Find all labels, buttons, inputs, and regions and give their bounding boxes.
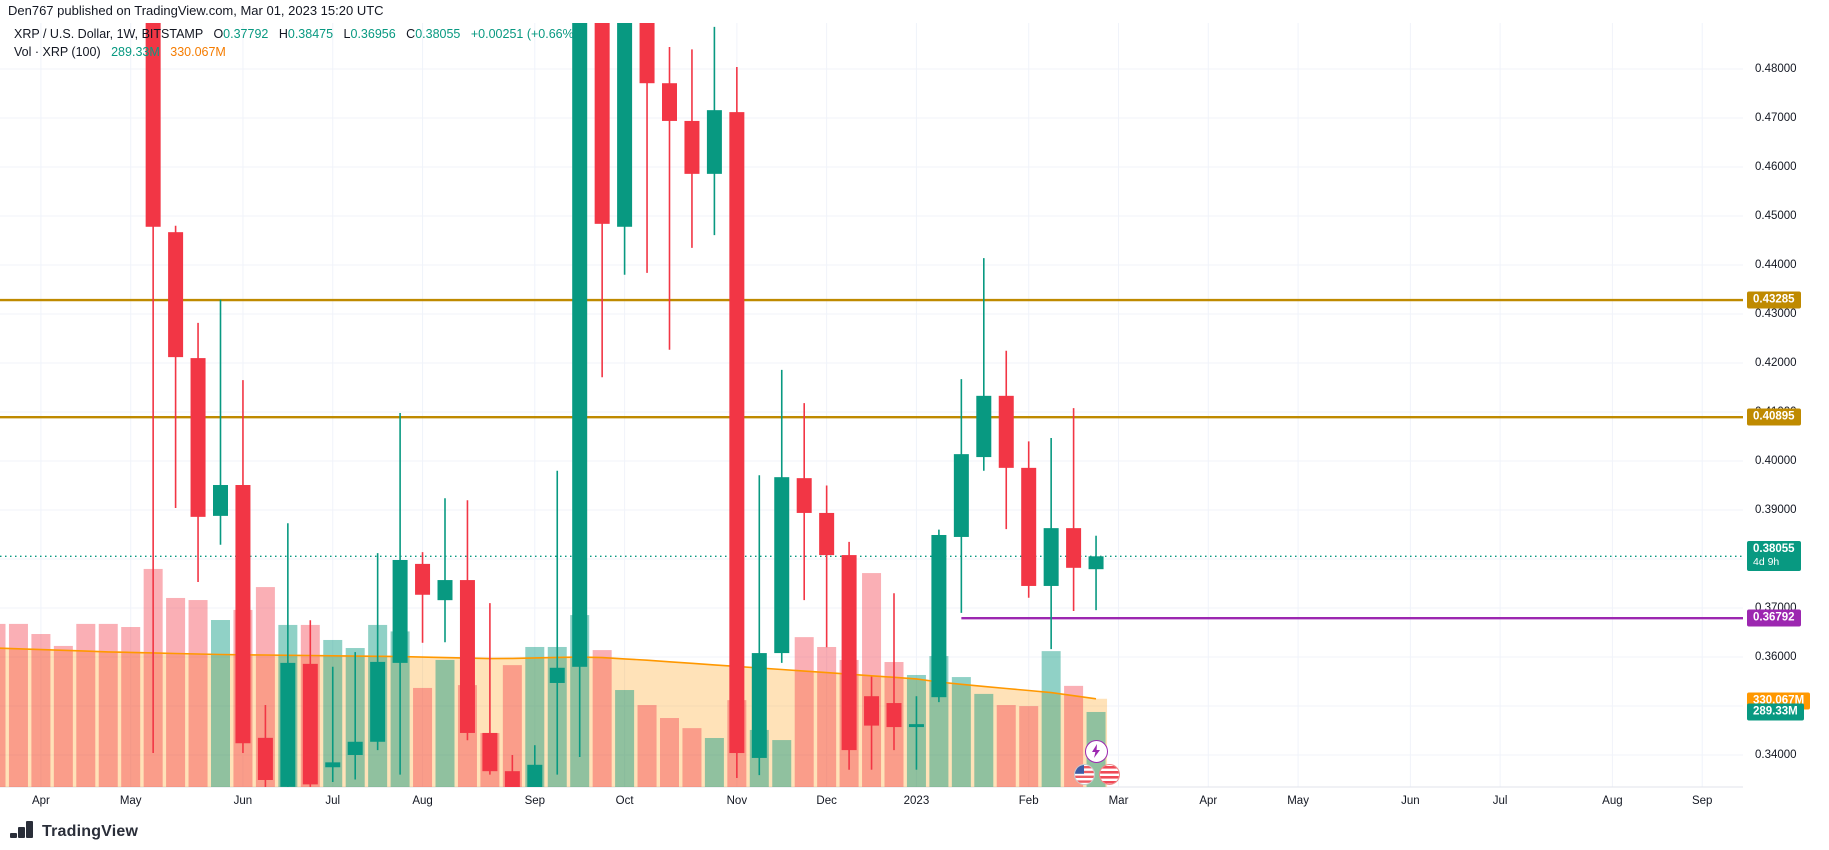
price-tick-label: 0.45000: [1755, 210, 1797, 222]
time-tick-label: Mar: [1108, 795, 1129, 807]
red-flag-event-icon[interactable]: [1099, 764, 1120, 785]
time-tick-label: Jun: [233, 795, 253, 807]
chart-legend: XRP / U.S. Dollar, 1W, BITSTAMP O0.37792…: [14, 25, 578, 61]
time-tick-label: 2023: [903, 795, 930, 807]
tradingview-logo[interactable]: TradingView: [10, 820, 138, 844]
price-tick-label: 0.43000: [1755, 308, 1797, 320]
high-value: 0.38475: [287, 27, 334, 41]
time-tick-label: Feb: [1018, 795, 1039, 807]
legend-volume-row: Vol · XRP (100) 289.33M 330.067M: [14, 43, 578, 61]
time-tick-label: Aug: [1602, 795, 1623, 807]
tradingview-logo-text: TradingView: [42, 823, 139, 840]
price-tick-label: 0.42000: [1755, 357, 1797, 369]
price-line-label: 0.36792: [1747, 609, 1801, 627]
price-line-label: 0.43285: [1747, 291, 1801, 309]
time-tick-label: Nov: [726, 795, 748, 807]
time-tick-label: Sep: [1691, 795, 1713, 807]
volume-title: Vol · XRP (100): [14, 45, 101, 59]
price-tick-label: 0.34000: [1755, 749, 1797, 761]
time-tick-label: May: [1287, 795, 1309, 807]
volume-ma-value: 330.067M: [170, 45, 226, 59]
high-label: H: [278, 27, 288, 41]
price-line-label: 0.40895: [1747, 408, 1801, 426]
time-tick-label: Oct: [615, 795, 634, 807]
change-value: +0.00251 (+0.66%): [470, 27, 578, 41]
time-tick-label: Aug: [412, 795, 433, 807]
price-tick-label: 0.47000: [1755, 112, 1797, 124]
price-tick-label: 0.36000: [1755, 651, 1797, 663]
time-tick-label: Jun: [1401, 795, 1420, 807]
volume-value: 289.33M: [111, 45, 160, 59]
time-tick-label: Jul: [1492, 795, 1508, 807]
legend-symbol-row: XRP / U.S. Dollar, 1W, BITSTAMP O0.37792…: [14, 25, 578, 43]
low-label: L: [343, 27, 351, 41]
close-value: 0.38055: [415, 27, 461, 41]
time-tick-label: Apr: [31, 795, 50, 807]
price-tick-label: 0.39000: [1755, 504, 1797, 516]
time-tick-label: Dec: [816, 795, 837, 807]
price-line-label: 0.38055 4d 9h: [1747, 541, 1801, 572]
open-label: O: [213, 27, 224, 41]
price-tick-label: 0.46000: [1755, 161, 1797, 173]
time-tick-label: Sep: [524, 795, 546, 807]
time-tick-label: Jul: [325, 795, 341, 807]
time-tick-label: Apr: [1199, 795, 1218, 807]
lightning-event-icon[interactable]: [1085, 740, 1108, 763]
price-tick-label: 0.48000: [1755, 63, 1797, 75]
attribution-text: Den767 published on TradingView.com, Mar…: [8, 3, 384, 18]
open-value: 0.37792: [223, 27, 269, 41]
tradingview-logo-icon: [10, 821, 33, 838]
low-value: 0.36956: [350, 27, 396, 41]
price-tick-label: 0.40000: [1755, 455, 1797, 467]
close-label: C: [406, 27, 416, 41]
us-flag-event-icon[interactable]: [1074, 764, 1095, 785]
symbol-title: XRP / U.S. Dollar, 1W, BITSTAMP: [14, 27, 203, 41]
price-tick-label: 0.44000: [1755, 259, 1797, 271]
time-tick-label: May: [119, 795, 142, 807]
volume-value-label: 289.33M: [1747, 703, 1804, 721]
